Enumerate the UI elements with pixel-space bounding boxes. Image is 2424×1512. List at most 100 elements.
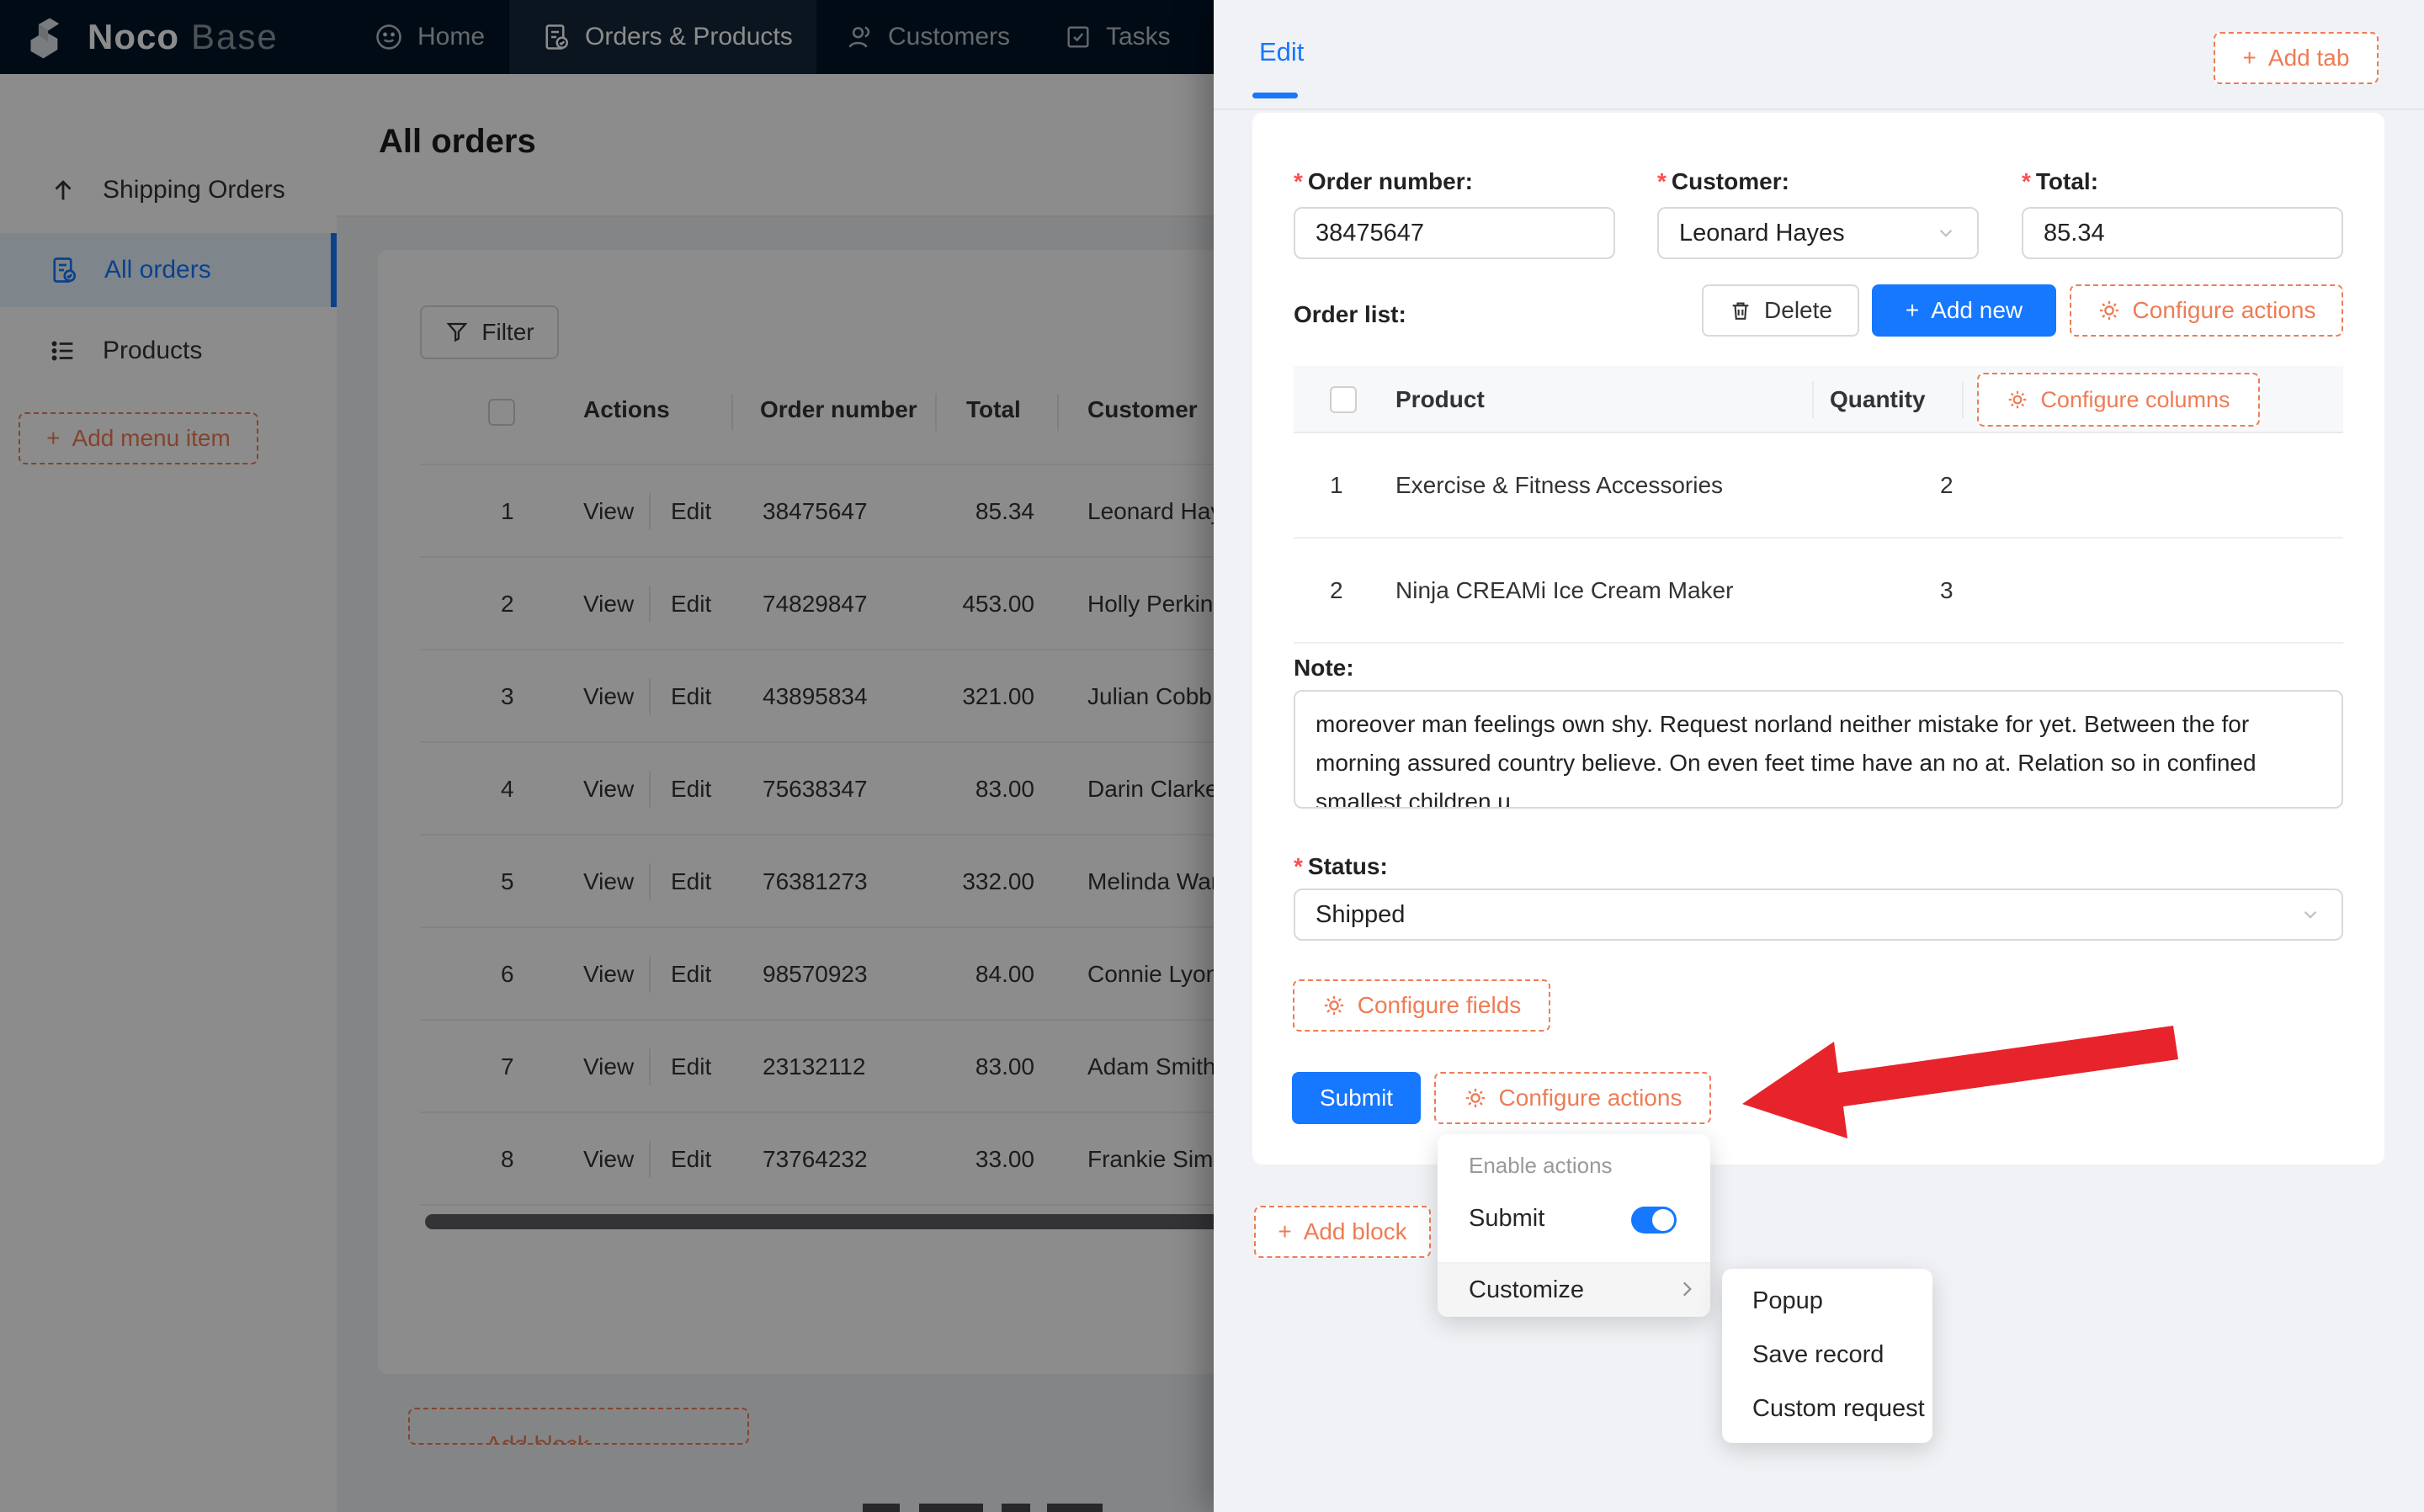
edit-link[interactable]: Edit: [671, 498, 712, 524]
add-new-button[interactable]: + Add new: [1872, 284, 2056, 337]
drawer-mask[interactable]: [0, 0, 1214, 1512]
filter-button[interactable]: Filter: [420, 305, 559, 359]
edit-link[interactable]: Edit: [671, 961, 712, 987]
order-number-input[interactable]: 38475647: [1294, 207, 1615, 259]
nav-item-customers[interactable]: Customers: [844, 0, 1010, 74]
add-block-button-clipped[interactable]: Add block: [408, 1408, 749, 1445]
table-row[interactable]: 6 View Edit 98570923 84.00 Connie Lyons: [420, 928, 1279, 1021]
edit-link[interactable]: Edit: [671, 868, 712, 894]
table-row[interactable]: 7 View Edit 23132112 83.00 Adam Smith: [420, 1021, 1279, 1113]
sidebar-item-shipping-orders[interactable]: Shipping Orders: [0, 153, 337, 227]
dropdown-group-label: Enable actions: [1469, 1153, 1613, 1178]
logo-text-primary: Noco: [88, 17, 179, 56]
table-row[interactable]: 5 View Edit 76381273 332.00 Melinda Warr…: [420, 836, 1279, 928]
customer-select[interactable]: Leonard Hayes: [1657, 207, 1979, 259]
arrow-up-icon: [49, 176, 77, 204]
submit-button[interactable]: Submit: [1292, 1072, 1421, 1124]
add-menu-item-button[interactable]: + Add menu item: [19, 412, 258, 464]
table-row[interactable]: 2 View Edit 74829847 453.00 Holly Perkin…: [420, 558, 1279, 650]
product-link[interactable]: Exercise & Fitness Accessories: [1395, 472, 1724, 498]
add-tab-button[interactable]: + Add tab: [2214, 32, 2379, 84]
sidebar-item-all-orders[interactable]: All orders: [0, 233, 337, 307]
customer-link[interactable]: Adam Smith: [1087, 1053, 1216, 1080]
edit-link[interactable]: Edit: [671, 591, 712, 617]
note-textarea[interactable]: moreover man feelings own shy. Request n…: [1294, 690, 2343, 809]
logo[interactable]: Noco Base: [24, 0, 279, 74]
edit-link[interactable]: Edit: [671, 683, 712, 709]
orders-table-header: Actions Order number Total Customer: [420, 359, 1279, 465]
customer-link[interactable]: Holly Perkins: [1087, 591, 1225, 617]
add-block-button[interactable]: + Add block: [1254, 1206, 1431, 1258]
delete-button[interactable]: Delete: [1702, 284, 1859, 337]
status-label: * Status:: [1294, 853, 1388, 879]
menu-item-submit[interactable]: Submit: [1438, 1190, 1710, 1249]
customize-submenu: Popup Save record Custom request: [1722, 1269, 1932, 1443]
gear-icon: [2097, 299, 2121, 322]
edit-drawer: Edit + Add tab * Order number: * Custome…: [1214, 0, 2424, 1512]
submenu-item-custom-request[interactable]: Custom request: [1752, 1395, 1925, 1422]
horizontal-scrollbar[interactable]: [425, 1214, 1279, 1229]
menu-item-customize[interactable]: Customize: [1438, 1264, 1710, 1317]
nav-item-home[interactable]: Home: [374, 0, 485, 74]
plus-icon: +: [46, 425, 61, 451]
status-select[interactable]: Shipped: [1294, 889, 2343, 941]
view-link[interactable]: View: [583, 776, 635, 802]
trash-icon: [1729, 299, 1752, 322]
clipped-pagination-fragment: [1047, 1504, 1103, 1512]
tab-edit[interactable]: Edit: [1259, 37, 1305, 66]
submit-toggle[interactable]: [1631, 1207, 1677, 1233]
view-link[interactable]: View: [583, 961, 635, 987]
chevron-right-icon: [1676, 1278, 1698, 1300]
edit-link[interactable]: Edit: [671, 1146, 712, 1172]
submenu-item-save-record[interactable]: Save record: [1752, 1341, 1884, 1368]
edit-link[interactable]: Edit: [671, 776, 712, 802]
order-list-header: Product Quantity Configure columns: [1294, 366, 2343, 433]
tasks-checksquare-icon: [1064, 23, 1092, 51]
clipped-pagination-fragment: [1002, 1504, 1030, 1512]
configure-fields-button[interactable]: Configure fields: [1293, 979, 1550, 1032]
orders-receipt-icon: [541, 22, 571, 52]
tab-active-indicator: [1252, 93, 1298, 98]
view-link[interactable]: View: [583, 683, 635, 709]
table-row[interactable]: 3 View Edit 43895834 321.00 Julian Cobb: [420, 650, 1279, 743]
view-link[interactable]: View: [583, 1053, 635, 1080]
configure-columns-button[interactable]: Configure columns: [1977, 373, 2260, 427]
enable-actions-dropdown: Enable actions Submit Customize: [1438, 1134, 1710, 1317]
table-row[interactable]: 4 View Edit 75638347 83.00 Darin Clarke: [420, 743, 1279, 836]
select-all-checkbox[interactable]: [488, 399, 515, 426]
active-indicator: [331, 233, 337, 307]
customer-link[interactable]: Connie Lyons: [1087, 961, 1231, 987]
customers-person-icon: [844, 22, 874, 52]
nav-item-tasks[interactable]: Tasks: [1064, 0, 1171, 74]
product-link[interactable]: Ninja CREAMi Ice Cream Maker: [1395, 577, 1734, 603]
logo-text-secondary: Base: [191, 17, 279, 56]
plus-icon: +: [2242, 45, 2257, 71]
chevron-down-icon: [2299, 904, 2321, 926]
submenu-item-popup[interactable]: Popup: [1752, 1287, 1823, 1314]
nocobase-logo-icon: [24, 12, 76, 62]
order-list-row: 2 Ninja CREAMi Ice Cream Maker 3: [1294, 538, 2343, 644]
configure-actions-button-orderlist[interactable]: Configure actions: [2070, 284, 2343, 337]
view-link[interactable]: View: [583, 498, 635, 524]
order-list-row: 1 Exercise & Fitness Accessories 2: [1294, 433, 2343, 538]
gear-icon: [1322, 994, 1346, 1017]
view-link[interactable]: View: [583, 591, 635, 617]
view-link[interactable]: View: [583, 1146, 635, 1172]
total-label: * Total:: [2022, 168, 2099, 194]
select-all-checkbox[interactable]: [1330, 386, 1357, 413]
clipped-pagination-fragment: [919, 1504, 983, 1512]
gear-icon: [2007, 389, 2028, 411]
edit-form-card: * Order number: * Customer: * Total: 384…: [1252, 113, 2384, 1165]
customer-link[interactable]: Darin Clarke: [1087, 776, 1219, 802]
home-smiley-icon: [374, 22, 404, 52]
view-link[interactable]: View: [583, 868, 635, 894]
total-input[interactable]: 85.34: [2022, 207, 2343, 259]
gear-icon: [1464, 1086, 1487, 1110]
customer-link[interactable]: Julian Cobb: [1087, 683, 1212, 709]
edit-link[interactable]: Edit: [671, 1053, 712, 1080]
plus-icon: +: [1278, 1218, 1292, 1244]
nav-item-orders-products[interactable]: Orders & Products: [541, 0, 793, 74]
configure-actions-button-form[interactable]: Configure actions: [1434, 1072, 1711, 1124]
sidebar-item-products[interactable]: Products: [0, 314, 337, 388]
